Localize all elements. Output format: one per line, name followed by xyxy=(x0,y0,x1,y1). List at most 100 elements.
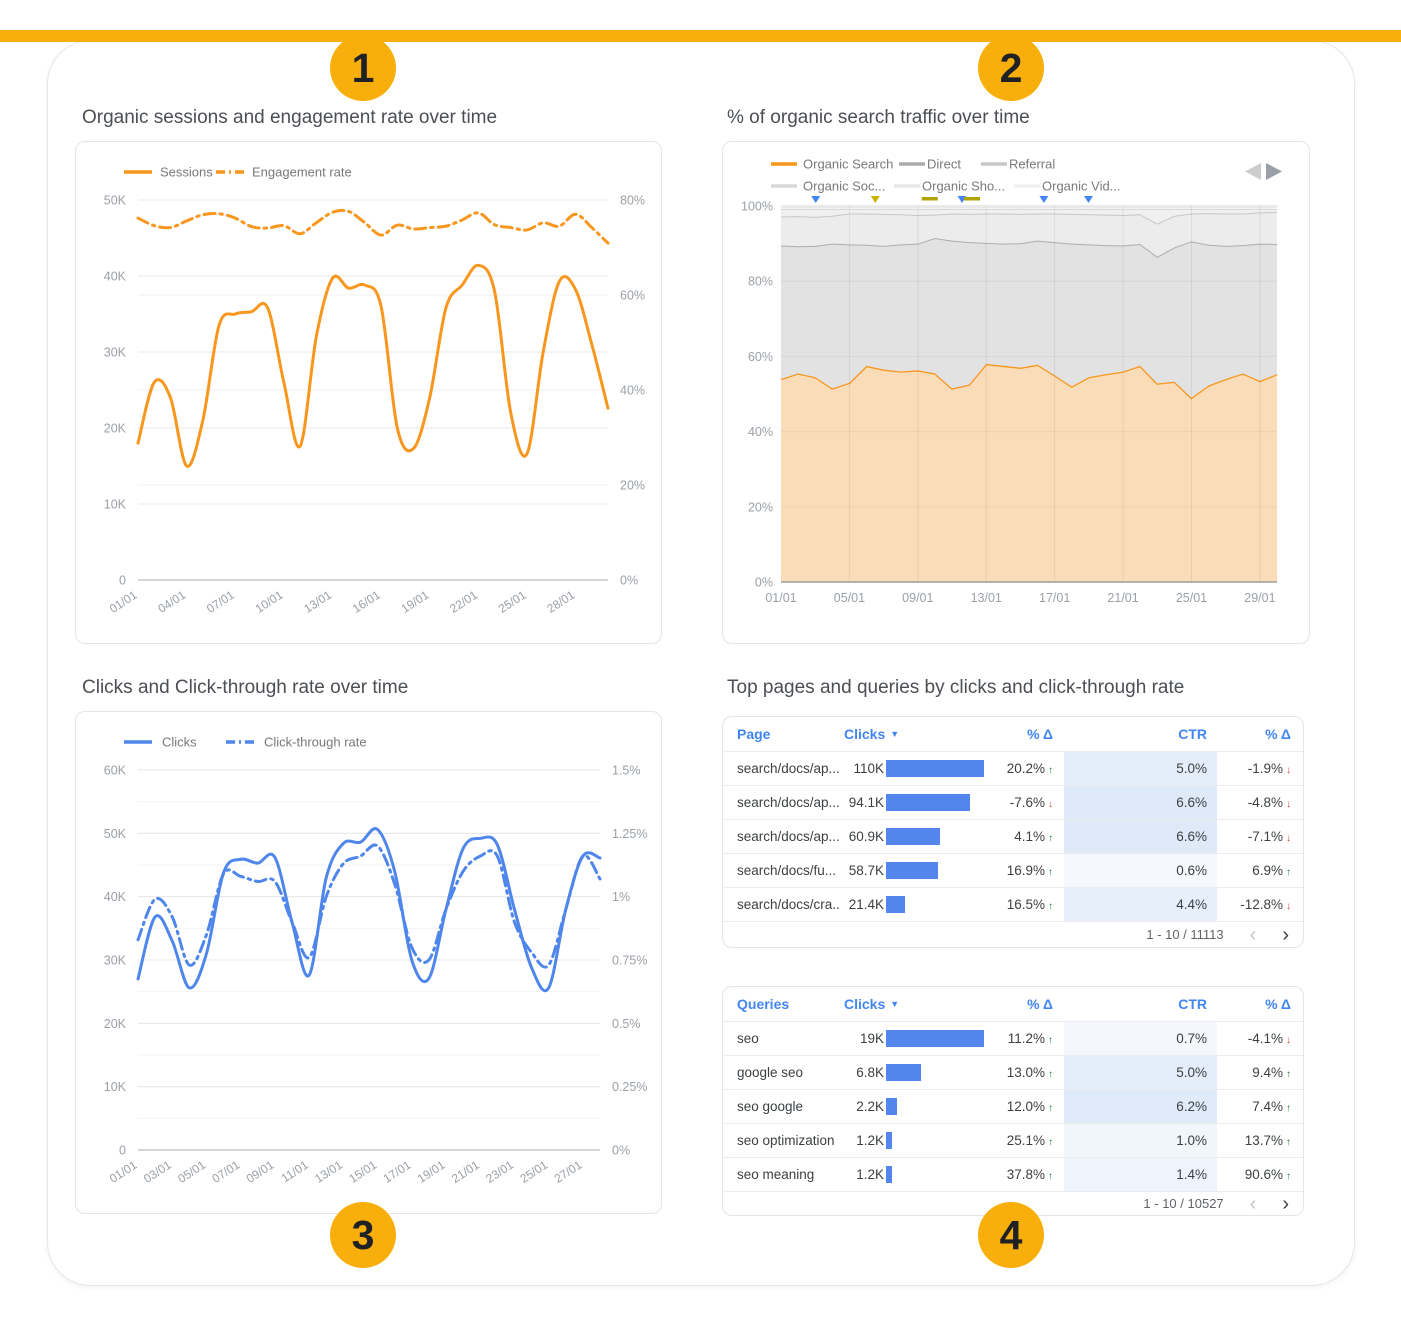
column-header-page[interactable]: Page xyxy=(737,726,771,742)
cell-delta2: 13.7% ↑ xyxy=(1244,1133,1291,1148)
badge-number: 3 xyxy=(351,1211,375,1258)
column-header-ctr[interactable]: CTR xyxy=(1178,996,1207,1012)
legend-item-organic-vid[interactable]: Organic Vid... xyxy=(1014,179,1121,194)
pagination-next-icon[interactable]: › xyxy=(1282,1192,1289,1215)
chart-pager[interactable] xyxy=(1245,163,1282,180)
cell-delta2: 90.6% ↑ xyxy=(1244,1167,1291,1182)
legend-item-sessions[interactable]: Sessions xyxy=(124,165,213,180)
annotation-marker xyxy=(1084,196,1094,203)
svg-text:28/01: 28/01 xyxy=(544,588,577,616)
svg-text:Click-through rate: Click-through rate xyxy=(264,735,367,750)
pagination-prev-icon[interactable]: ‹ xyxy=(1249,1192,1257,1215)
legend-item-engagement-rate[interactable]: Engagement rate xyxy=(216,165,352,180)
pager-next-icon[interactable] xyxy=(1266,163,1282,180)
up-arrow-icon: ↑ xyxy=(1048,1103,1053,1114)
pager-prev-icon[interactable] xyxy=(1245,163,1261,180)
svg-text:25/01: 25/01 xyxy=(517,1158,550,1186)
up-arrow-icon: ↑ xyxy=(1286,867,1291,878)
clicks-bar xyxy=(886,1030,984,1047)
column-header-delta2[interactable]: % Δ xyxy=(1265,726,1291,742)
pagination-prev-icon[interactable]: ‹ xyxy=(1249,923,1257,946)
clicks-ctr-chart: 0 10K 20K 30K 40K 50K 60K 0% 0.25% 0.5% 0.75% 1% 1.2… xyxy=(104,735,648,1186)
cell-ctr: 4.4% xyxy=(1064,888,1217,921)
svg-text:Organic Search: Organic Search xyxy=(803,157,893,172)
cell-label: seo optimization xyxy=(737,1133,835,1148)
table-row: search/docs/ap... 60.9K 4.1% ↑ 6.6% -7.1% ↓ xyxy=(723,819,1303,853)
up-arrow-icon: ↑ xyxy=(1048,867,1053,878)
cell-delta2: 9.4% ↑ xyxy=(1252,1065,1291,1080)
annotation-badge-1: 1 xyxy=(330,35,396,101)
legend-item-click-through-rate[interactable]: Click-through rate xyxy=(226,735,367,750)
legend-item-referral[interactable]: Referral xyxy=(981,157,1055,172)
up-arrow-icon: ↑ xyxy=(1286,1103,1291,1114)
svg-text:09/01: 09/01 xyxy=(902,591,933,605)
series-sessions xyxy=(136,263,610,468)
column-header-clicks[interactable]: Clicks ▼ xyxy=(844,726,900,742)
series-engagement-rate xyxy=(136,208,610,245)
column-header-delta[interactable]: % Δ xyxy=(1027,996,1053,1012)
table-row: seo meaning 1.2K 37.8% ↑ 1.4% 90.6% ↑ xyxy=(723,1157,1303,1191)
column-header-delta[interactable]: % Δ xyxy=(1027,726,1053,742)
series-clicks xyxy=(136,827,602,993)
svg-text:21/01: 21/01 xyxy=(449,1158,482,1186)
column-header-delta2[interactable]: % Δ xyxy=(1265,996,1291,1012)
badge-number: 4 xyxy=(999,1211,1023,1258)
svg-text:13/01: 13/01 xyxy=(301,588,334,616)
svg-text:Organic Sho...: Organic Sho... xyxy=(922,179,1005,194)
annotation-badge-3: 3 xyxy=(330,1202,396,1268)
clicks-bar xyxy=(886,760,984,777)
cell-clicks: 58.7K xyxy=(839,862,985,879)
down-arrow-icon: ↓ xyxy=(1286,901,1291,912)
clicks-bar xyxy=(886,1166,892,1183)
svg-text:10K: 10K xyxy=(104,498,127,512)
svg-text:22/01: 22/01 xyxy=(447,588,480,616)
cell-ctr: 1.0% xyxy=(1064,1124,1217,1157)
up-arrow-icon: ↑ xyxy=(1286,1069,1291,1080)
up-arrow-icon: ↑ xyxy=(1048,1171,1053,1182)
column-header-ctr[interactable]: CTR xyxy=(1178,726,1207,742)
pagination-range: 1 - 10 / 11113 xyxy=(1146,927,1224,942)
legend-item-organic-soc[interactable]: Organic Soc... xyxy=(771,179,885,194)
cell-ctr: 5.0% xyxy=(1064,1056,1217,1089)
svg-text:03/01: 03/01 xyxy=(141,1158,174,1186)
column-header-clicks[interactable]: Clicks ▼ xyxy=(844,996,900,1012)
svg-text:01/01: 01/01 xyxy=(107,1158,140,1186)
svg-text:40%: 40% xyxy=(748,425,773,439)
svg-text:1.5%: 1.5% xyxy=(612,764,641,778)
column-header-queries[interactable]: Queries xyxy=(737,996,790,1012)
table-header-row: Queries Clicks ▼ % Δ CTR % Δ xyxy=(723,987,1303,1021)
annotation-badge-2: 2 xyxy=(978,35,1044,101)
legend-item-organic-search[interactable]: Organic Search xyxy=(771,157,893,172)
svg-text:25/01: 25/01 xyxy=(1176,591,1207,605)
svg-text:13/01: 13/01 xyxy=(312,1158,345,1186)
table-row: search/docs/fu... 58.7K 16.9% ↑ 0.6% 6.9% ↑ xyxy=(723,853,1303,887)
svg-text:60%: 60% xyxy=(748,350,773,364)
svg-text:17/01: 17/01 xyxy=(381,1158,414,1186)
up-arrow-icon: ↑ xyxy=(1286,1171,1291,1182)
svg-text:0: 0 xyxy=(119,1144,126,1158)
table-row: search/docs/ap... 94.1K -7.6% ↓ 6.6% -4.8% ↓ xyxy=(723,785,1303,819)
svg-text:30K: 30K xyxy=(104,954,127,968)
cell-delta2: -4.1% ↓ xyxy=(1247,1031,1291,1046)
legend-item-clicks[interactable]: Clicks xyxy=(124,735,197,750)
clicks-bar xyxy=(886,1132,892,1149)
annotation-dash xyxy=(921,197,938,201)
traffic-chart-title: % of organic search traffic over time xyxy=(727,107,1030,128)
table-pagination: 1 - 10 / 10527 ‹ › xyxy=(723,1191,1303,1215)
legend-item-organic-sho[interactable]: Organic Sho... xyxy=(894,179,1005,194)
cell-delta2: 6.9% ↑ xyxy=(1252,863,1291,878)
legend-item-direct[interactable]: Direct xyxy=(899,157,961,172)
svg-text:07/01: 07/01 xyxy=(209,1158,242,1186)
cell-label: seo xyxy=(737,1031,759,1046)
down-arrow-icon: ↓ xyxy=(1286,833,1291,844)
table-row: google seo 6.8K 13.0% ↑ 5.0% 9.4% ↑ xyxy=(723,1055,1303,1089)
table-header-row: Page Clicks ▼ % Δ CTR % Δ xyxy=(723,717,1303,751)
clicks-bar xyxy=(886,794,970,811)
area-organic-search xyxy=(781,363,1277,582)
cell-label: search/docs/ap... xyxy=(737,761,839,776)
cell-delta1: 20.2% ↑ xyxy=(1006,761,1053,776)
svg-text:25/01: 25/01 xyxy=(496,588,529,616)
pagination-next-icon[interactable]: › xyxy=(1282,923,1289,946)
svg-text:17/01: 17/01 xyxy=(1039,591,1070,605)
